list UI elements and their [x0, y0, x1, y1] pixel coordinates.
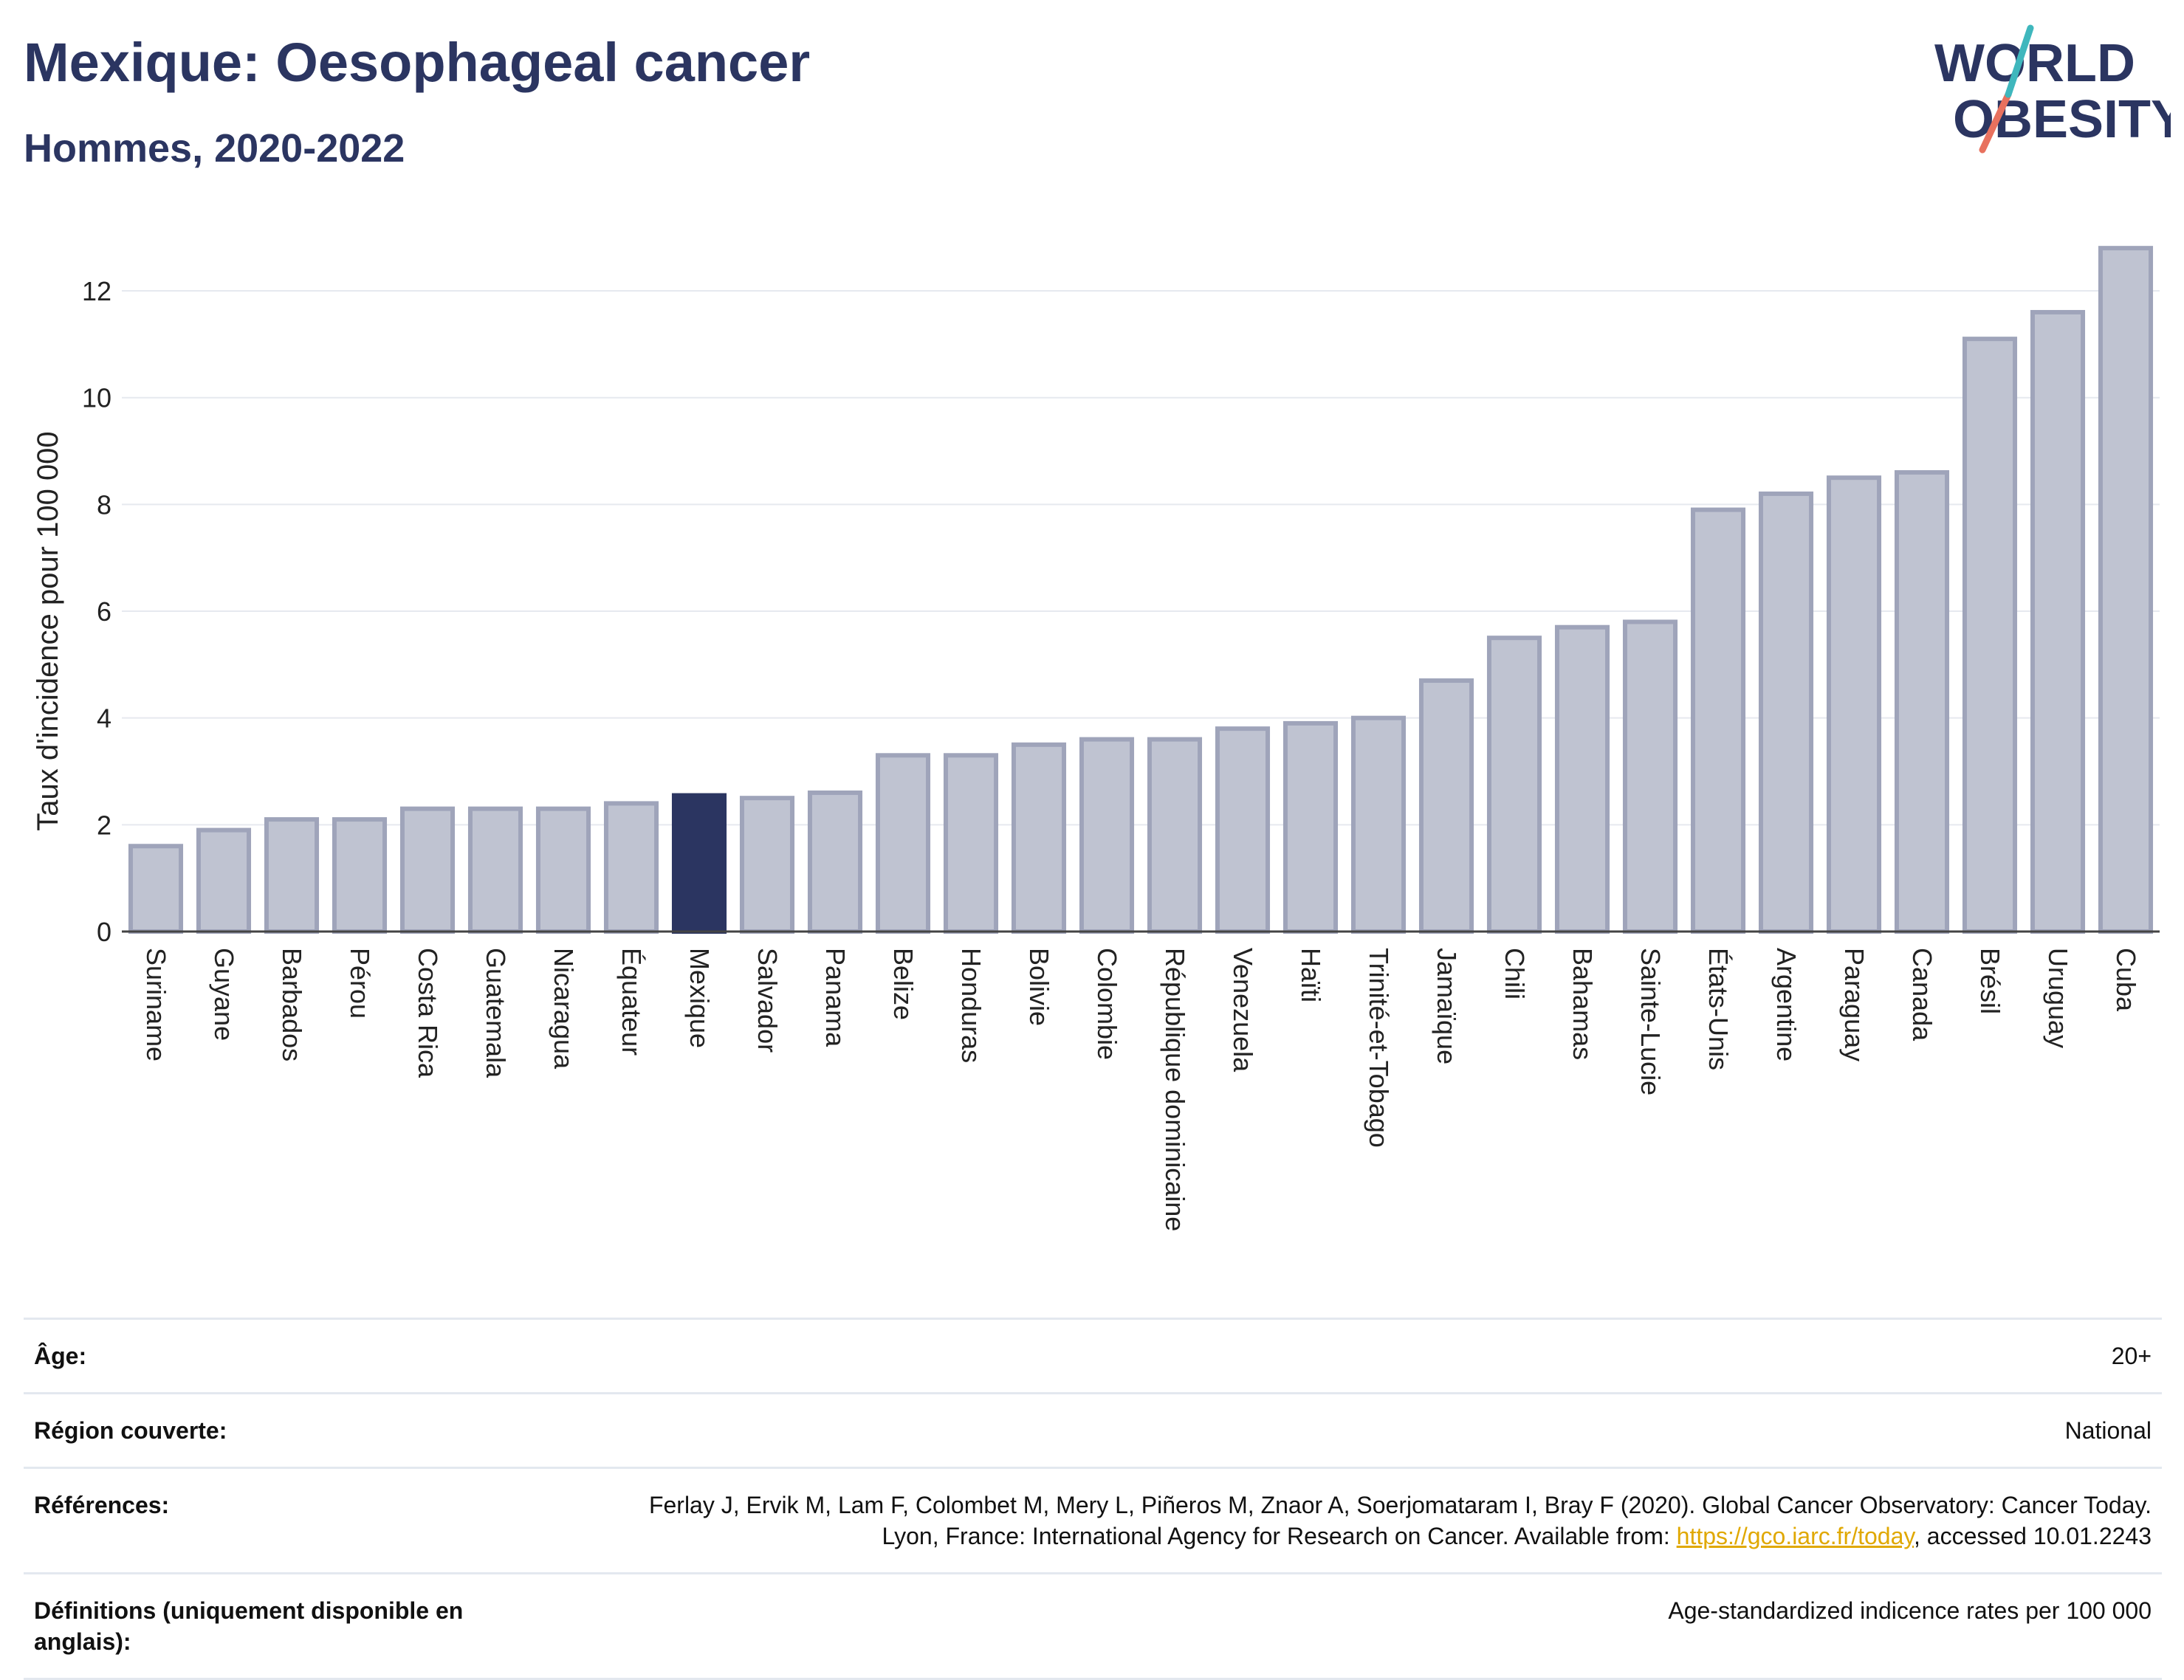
y-tick-label: 8 — [97, 489, 111, 520]
axis-layer: 0 2 4 6 8 10 12 Suriname Guyane Barbados Pérou Cost… — [82, 276, 2160, 1231]
x-tick-label: Colombie — [1092, 948, 1122, 1060]
world-obesity-logo: WORLD OBESITY — [1934, 24, 2171, 154]
x-tick-label: Paraguay — [1839, 948, 1869, 1061]
x-tick-label: Bahamas — [1567, 948, 1598, 1060]
x-tick-label: Uruguay — [2043, 948, 2073, 1048]
x-tick-label: Venezuela — [1228, 948, 1258, 1073]
bar-nicaragua — [535, 806, 591, 934]
x-tick-label: Guatemala — [481, 948, 511, 1078]
chart-title: Mexique: Oesophageal cancer — [24, 32, 811, 93]
meta-label-references: Références: — [34, 1492, 170, 1518]
bar-argentine — [1758, 491, 1814, 934]
x-tick-label: Nicaragua — [549, 948, 579, 1070]
x-tick-label: Costa Rica — [413, 948, 443, 1078]
bar-suriname — [128, 844, 184, 934]
x-tick-label: Belize — [888, 948, 918, 1020]
y-axis-label: Taux d'incidence pour 100 000 — [32, 431, 64, 830]
logo-line-1: WORLD — [1934, 34, 2135, 93]
y-tick-label: 2 — [97, 810, 111, 840]
meta-label-definitions: Définitions (uniquement disponible en an… — [34, 1597, 464, 1655]
bar-haïti — [1282, 720, 1339, 934]
x-tick-label: Salvador — [752, 948, 783, 1053]
y-tick-label: 6 — [97, 596, 111, 627]
bar-canada — [1894, 469, 1950, 934]
bar-états-unis — [1690, 507, 1746, 934]
bar-layer — [128, 246, 2154, 934]
bar-bahamas — [1554, 624, 1610, 934]
x-tick-label: Équateur — [617, 948, 647, 1056]
bar-uruguay — [2030, 309, 2086, 934]
x-tick-label: États-Unis — [1703, 948, 1734, 1070]
meta-row-references: Références: Ferlay J, Ervik M, Lam F, Co… — [24, 1467, 2162, 1572]
x-tick-label: République dominicaine — [1160, 948, 1190, 1231]
y-tick-label: 10 — [82, 383, 111, 413]
meta-row-definitions: Définitions (uniquement disponible en an… — [24, 1572, 2162, 1680]
meta-value-region: National — [2064, 1417, 2152, 1444]
references-accessed: , accessed 10.01.2243 — [1913, 1523, 2152, 1549]
references-text: Ferlay J, Ervik M, Lam F, Colombet M, Me… — [648, 1492, 2152, 1549]
bar-panama — [807, 790, 863, 934]
bar-sainte-lucie — [1622, 619, 1678, 934]
x-tick-label: Mexique — [684, 948, 715, 1048]
x-tick-label: Canada — [1907, 948, 1937, 1042]
logo-slash-coral — [1979, 91, 2012, 154]
bar-chili — [1486, 636, 1542, 934]
y-tick-label: 12 — [82, 276, 111, 306]
bar-brésil — [1962, 337, 2018, 934]
bar-guatemala — [467, 806, 523, 934]
x-tick-label: Trinité-et-Tobago — [1364, 948, 1394, 1148]
meta-row-region: Région couverte: National — [24, 1392, 2162, 1467]
meta-value-definitions: Age-standardized indicence rates per 100… — [1668, 1597, 2152, 1624]
x-tick-label: Panama — [820, 948, 851, 1047]
x-tick-label: Jamaïque — [1432, 948, 1462, 1064]
bar-bolivie — [1011, 742, 1067, 934]
bar-paraguay — [1826, 475, 1882, 934]
x-tick-label: Brésil — [1975, 948, 2005, 1014]
bar-république-dominicaine — [1147, 737, 1203, 934]
x-tick-label: Guyane — [209, 948, 239, 1041]
y-tick-label: 4 — [97, 703, 111, 734]
bar-belize — [875, 753, 931, 934]
metadata-table: Âge: 20+ Région couverte: National Référ… — [24, 1318, 2162, 1680]
bar-barbados — [264, 817, 320, 934]
x-tick-label: Argentine — [1771, 948, 1802, 1061]
bar-pérou — [332, 817, 388, 934]
bar-chart: 0 2 4 6 8 10 12 Suriname Guyane Barbados Pérou Cost… — [32, 246, 2160, 1231]
bar-mexique — [671, 793, 727, 934]
logo-slash-teal — [2005, 24, 2034, 98]
bar-honduras — [943, 753, 999, 934]
bar-cuba — [2098, 246, 2154, 934]
references-link[interactable]: https://gco.iarc.fr/today — [1676, 1523, 1914, 1549]
bar-équateur — [603, 801, 659, 934]
meta-label-region: Région couverte: — [34, 1417, 227, 1444]
x-tick-label: Haïti — [1296, 948, 1326, 1002]
x-tick-label: Sainte-Lucie — [1635, 948, 1666, 1095]
bar-jamaïque — [1418, 678, 1474, 934]
bar-colombie — [1079, 737, 1135, 934]
bar-venezuela — [1215, 726, 1271, 934]
meta-value-age: 20+ — [2111, 1343, 2152, 1369]
bar-costa-rica — [399, 806, 456, 934]
x-tick-label: Bolivie — [1024, 948, 1054, 1026]
chart-subtitle: Hommes, 2020-2022 — [24, 126, 405, 171]
y-tick-label: 0 — [97, 917, 111, 947]
bar-trinité-et-tobago — [1350, 715, 1407, 934]
x-tick-label: Suriname — [141, 948, 171, 1061]
x-tick-label: Cuba — [2111, 948, 2141, 1012]
x-tick-label: Honduras — [956, 948, 986, 1063]
meta-value-references: Ferlay J, Ervik M, Lam F, Colombet M, Me… — [601, 1490, 2152, 1552]
bar-salvador — [739, 796, 795, 934]
x-tick-label: Barbados — [277, 948, 307, 1061]
grid-layer — [122, 290, 2160, 826]
x-tick-label: Pérou — [345, 948, 375, 1019]
x-tick-label: Chili — [1500, 948, 1530, 999]
meta-label-age: Âge: — [34, 1343, 87, 1369]
meta-row-age: Âge: 20+ — [24, 1318, 2162, 1392]
bar-guyane — [196, 827, 252, 934]
